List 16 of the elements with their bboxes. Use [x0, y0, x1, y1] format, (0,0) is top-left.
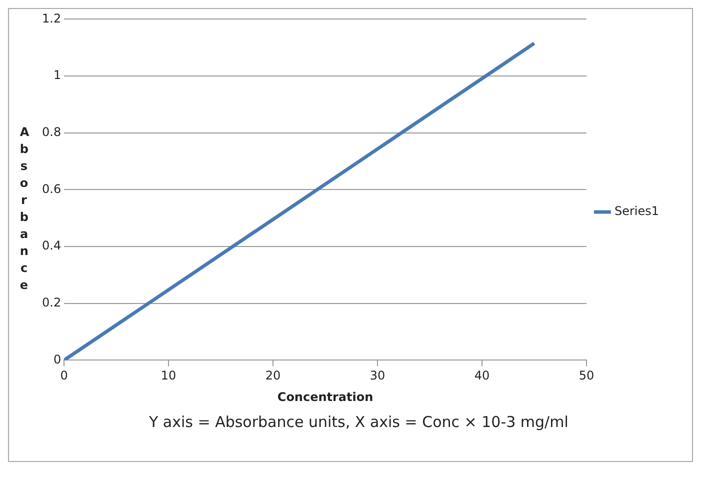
x-tick-label: 20 — [265, 368, 281, 383]
legend-label: Series1 — [614, 204, 660, 218]
y-tick-label: 0.8 — [42, 124, 62, 139]
text: Y axis = Absorbance units, X axis = Conc × 10-3 mg/ml — [148, 413, 570, 431]
x-tick-label: 50 — [578, 368, 594, 383]
y-tick-label: 0.2 — [42, 295, 62, 310]
x-axis-title: Concentration — [277, 390, 374, 404]
y-tick-label: 1 — [53, 68, 62, 82]
x-tick-label: 40 — [474, 368, 490, 383]
y-tick-label: 0 — [53, 352, 62, 366]
y-tick-label: 0.4 — [42, 238, 62, 253]
y-tick-label: 1.2 — [42, 11, 62, 26]
y-tick-label: 0.6 — [42, 182, 62, 196]
x-tick-label: 30 — [370, 368, 386, 383]
x-tick-label: 10 — [160, 368, 176, 383]
text: Absorbance — [20, 125, 30, 292]
